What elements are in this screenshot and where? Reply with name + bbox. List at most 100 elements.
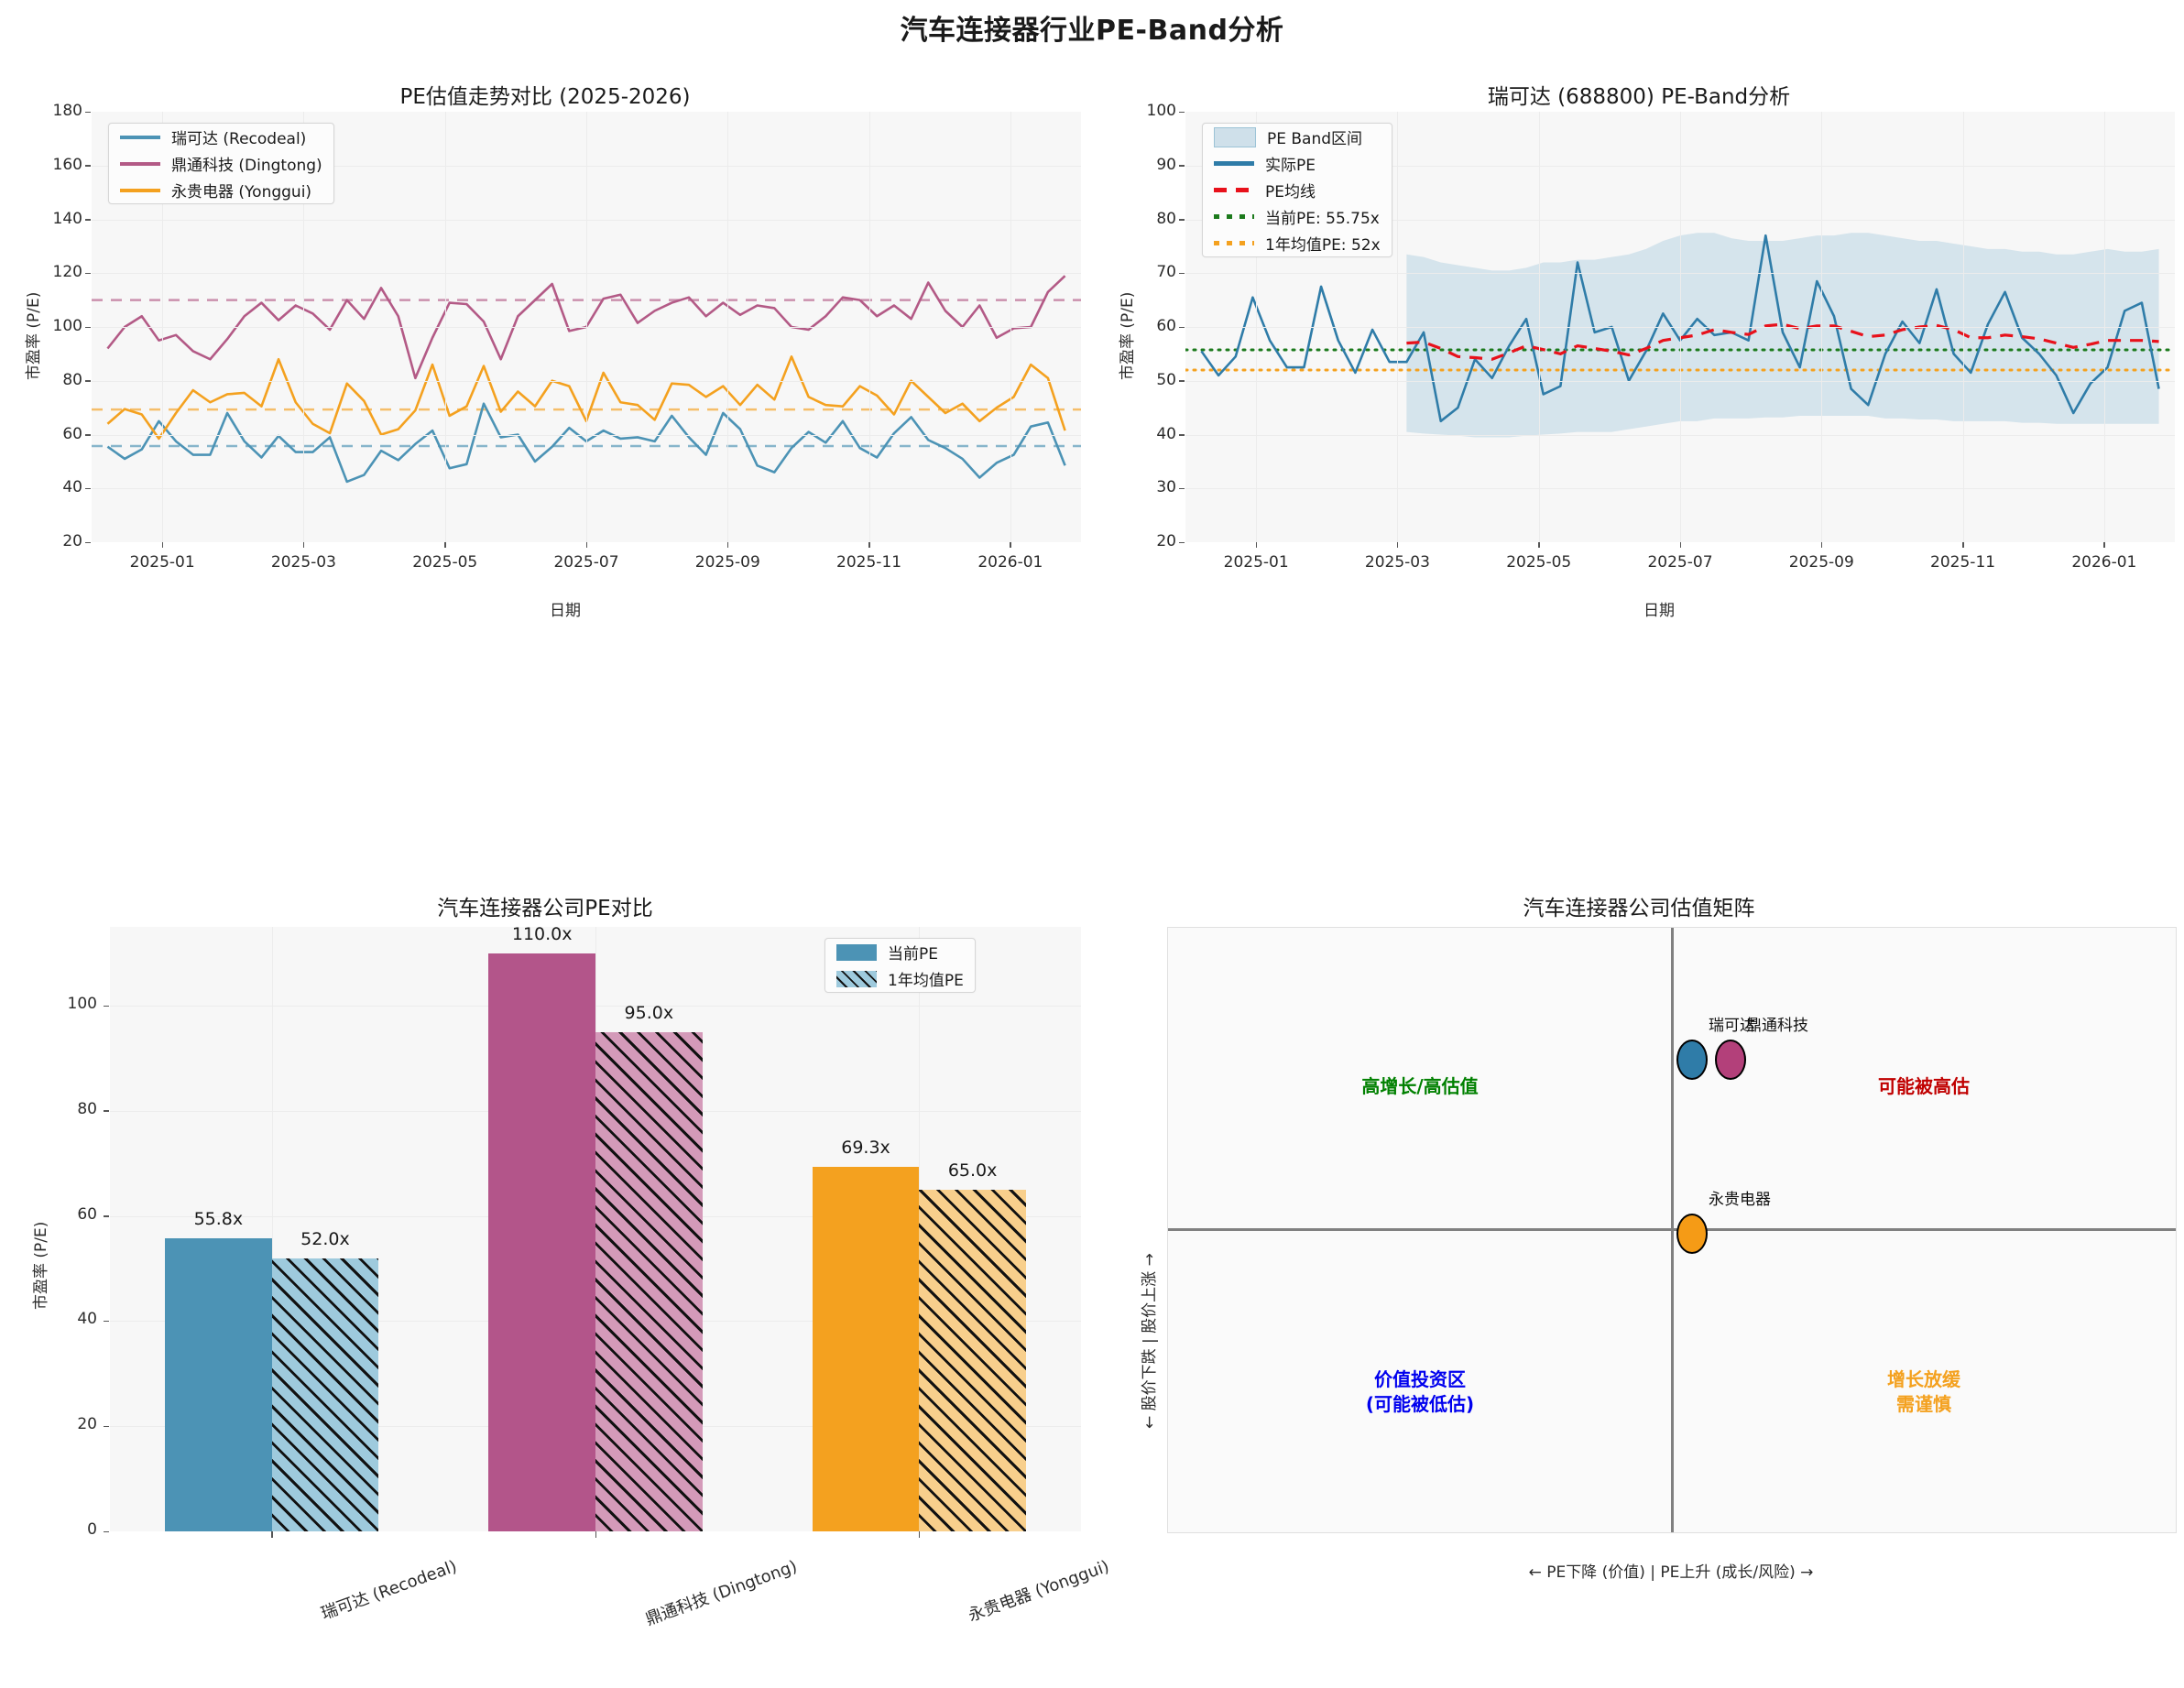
panel-pe-trend: PE估值走势对比 (2025-2026) 20 40 60 80 100 120 140 16… (0, 64, 1090, 620)
panel-pe-band: 瑞可达 (688800) PE-Band分析 20 30 40 50 60 70 80 90 1… (1094, 64, 2184, 620)
axis-y-tickmark (85, 111, 91, 113)
panel3-legend[interactable]: 当前PE 1年均值PE (824, 938, 976, 993)
axis-y-tickmark (85, 434, 91, 436)
bar-current-pe[interactable] (812, 1167, 920, 1531)
axis-y-tick: 140 (52, 209, 82, 228)
axis-x-tickmark (1010, 542, 1011, 548)
axis-x-tickmark (1962, 542, 1964, 548)
legend-item[interactable]: 永贵电器 (Yonggui) (109, 177, 333, 203)
legend-item[interactable]: 1年均值PE (825, 965, 975, 992)
bar-value-label: 69.3x (841, 1138, 890, 1159)
grid-v (1962, 112, 1964, 542)
axis-x-tickmark (444, 542, 446, 548)
axis-y-tick: 30 (1156, 478, 1176, 497)
legend-swatch (1214, 188, 1254, 192)
bar-avg-pe[interactable] (919, 1189, 1026, 1531)
scatter-label-ruikeda: 瑞可达 (1709, 1017, 1755, 1035)
axis-y-tickmark (85, 219, 91, 221)
panel-pe-compare: 汽车连接器公司PE对比 0 20 40 60 80 100 55.8x 52.0x 瑞可达 (R… (0, 879, 1112, 1685)
axis-y-tick: 160 (52, 155, 82, 174)
scatter-point-dingtong[interactable] (1715, 1040, 1746, 1080)
bar-current-pe[interactable] (165, 1237, 272, 1531)
grid-v (1256, 112, 1258, 542)
legend-label: 实际PE (1265, 157, 1316, 175)
axis-x-tick: 2026-01 (2071, 553, 2137, 572)
quadrant-label-lower-right: 增长放缓 需谨慎 (1887, 1368, 1960, 1415)
axis-y-tickmark (104, 1320, 109, 1323)
panel4-title: 汽车连接器公司估值矩阵 (1523, 897, 1755, 920)
legend-item[interactable]: 实际PE (1203, 150, 1392, 177)
bar-value-label: 65.0x (947, 1160, 998, 1181)
scatter-label-yonggui: 永贵电器 (1709, 1191, 1771, 1209)
legend-item[interactable]: PE Band区间 (1203, 124, 1392, 150)
legend-item[interactable]: 1年均值PE: 52x (1203, 230, 1392, 256)
legend-label: PE Band区间 (1267, 130, 1363, 148)
axis-y-tickmark (85, 380, 91, 382)
legend-item[interactable]: 瑞可达 (Recodeal) (109, 124, 333, 150)
panel1-title: PE估值走势对比 (2025-2026) (399, 85, 691, 109)
axis-x-tickmark (918, 1531, 921, 1538)
axis-x-tick: 2025-09 (1788, 553, 1854, 572)
legend-patch (1214, 126, 1256, 147)
bar-value-label: 95.0x (624, 1002, 674, 1023)
panel4-xlabel: ← PE下降 (价值) | PE上升 (成长/风险) → (1528, 1563, 1814, 1582)
axis-y-tickmark (104, 1425, 109, 1428)
legend-bar-swatch (836, 943, 877, 961)
axis-x-tickmark (595, 1531, 596, 1538)
axis-y-tick: 60 (1156, 317, 1176, 335)
legend-label: 1年均值PE: 52x (1265, 236, 1381, 255)
grid-v (2103, 112, 2105, 542)
axis-x-tickmark (585, 542, 587, 548)
axis-x-tickmark (868, 542, 870, 548)
bar-avg-pe[interactable] (271, 1258, 379, 1531)
panel2-band-lines (1185, 233, 2175, 438)
axis-y-tickmark (104, 1110, 109, 1112)
axis-y-tickmark (85, 165, 91, 167)
legend-item[interactable]: PE均线 (1203, 177, 1392, 203)
axis-y-tickmark (1179, 111, 1185, 113)
axis-y-tick: 60 (77, 1204, 97, 1224)
axis-y-tickmark (1179, 326, 1185, 328)
axis-x-tickmark (1396, 542, 1399, 548)
axis-x-category-label: 永贵电器 (Yonggui) (966, 1556, 1112, 1626)
scatter-point-yonggui[interactable] (1676, 1214, 1708, 1254)
axis-y-tickmark (1179, 272, 1185, 275)
axis-x-tickmark (161, 542, 164, 548)
axis-x-tick: 2025-07 (553, 553, 619, 572)
axis-y-tickmark (1179, 219, 1185, 221)
axis-y-tickmark (85, 541, 91, 543)
legend-item[interactable]: 当前PE: 55.75x (1203, 203, 1392, 230)
axis-x-tick: 2025-11 (836, 553, 902, 572)
axis-x-tickmark (1255, 542, 1258, 548)
legend-swatch (1214, 241, 1254, 245)
quadrant-label-lower-left: 价值投资区 (可能被低估) (1365, 1368, 1475, 1415)
axis-y-tickmark (85, 326, 91, 328)
axis-y-tick: 90 (1156, 155, 1176, 174)
panel3-plot-area (110, 927, 1081, 1531)
panel3-ylabel: 市盈率 (P/E) (32, 1221, 50, 1310)
legend-swatch (120, 135, 160, 139)
panel2-legend[interactable]: PE Band区间 实际PE PE均线 当前PE: 55.75x 1年均值PE: 52x (1202, 123, 1392, 257)
axis-x-tick: 2025-09 (694, 553, 760, 572)
quadrant-label-upper-left: 高增长/高估值 (1361, 1075, 1479, 1097)
axis-y-tick: 40 (62, 478, 82, 497)
legend-item[interactable]: 当前PE (825, 939, 975, 965)
bar-avg-pe[interactable] (595, 1031, 703, 1531)
grid-v (586, 112, 587, 542)
axis-y-tick: 80 (1156, 209, 1176, 228)
panel3-title: 汽车连接器公司PE对比 (437, 897, 653, 920)
legend-label: 1年均值PE (888, 972, 964, 990)
figure-title: 汽车连接器行业PE-Band分析 (900, 15, 1284, 47)
axis-x-tickmark (1679, 542, 1681, 548)
legend-label: 当前PE (888, 945, 938, 964)
axis-y-tickmark (104, 1005, 109, 1007)
bar-current-pe[interactable] (488, 953, 595, 1531)
legend-label: 鼎通科技 (Dingtong) (171, 157, 322, 175)
axis-y-tick: 100 (1146, 102, 1176, 120)
scatter-point-ruikeda[interactable] (1676, 1040, 1708, 1080)
legend-item[interactable]: 鼎通科技 (Dingtong) (109, 150, 333, 177)
axis-y-tick: 0 (87, 1520, 97, 1539)
grid-v (1397, 112, 1399, 542)
panel1-legend[interactable]: 瑞可达 (Recodeal) 鼎通科技 (Dingtong) 永贵电器 (Yongg… (108, 123, 334, 204)
axis-y-tick: 40 (77, 1310, 97, 1329)
